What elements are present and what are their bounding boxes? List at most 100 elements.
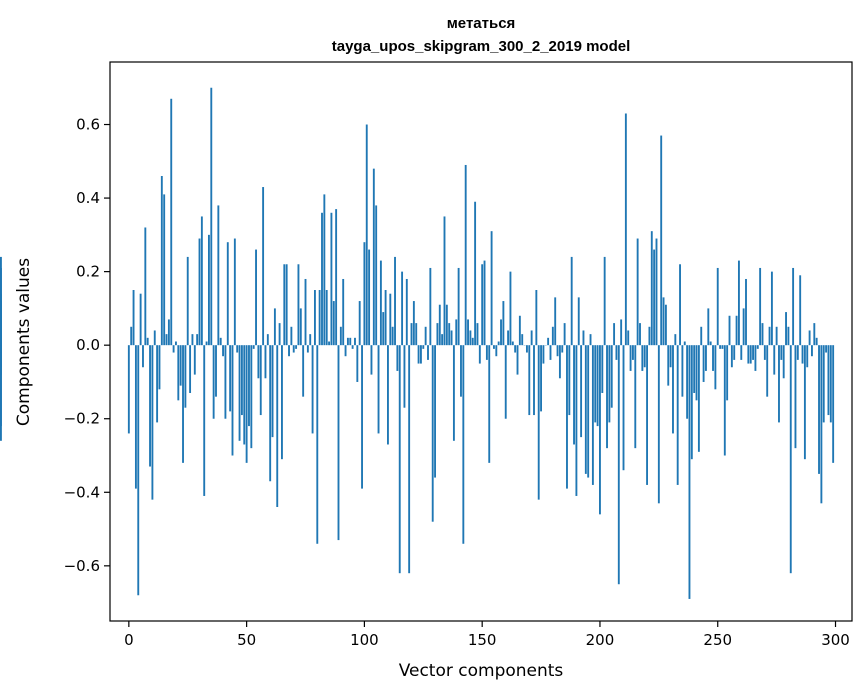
bar [234, 239, 236, 346]
bar [382, 312, 384, 345]
bar [484, 261, 486, 346]
bar [510, 272, 512, 346]
x-tick-label: 300 [821, 631, 850, 649]
bar [349, 338, 351, 345]
bar [262, 187, 264, 345]
bar [780, 345, 782, 360]
bar [425, 327, 427, 345]
bar [420, 345, 422, 363]
bar [154, 330, 156, 345]
bar [241, 345, 243, 415]
bar [217, 205, 219, 345]
bar [802, 345, 804, 363]
bar [326, 290, 328, 345]
bar [740, 345, 742, 360]
bar [196, 334, 198, 345]
bar [653, 250, 655, 346]
bar [316, 345, 318, 544]
bar [401, 272, 403, 346]
bar [338, 345, 340, 540]
bar [159, 345, 161, 389]
bar [533, 345, 535, 415]
y-axis-ticks: −0.6−0.4−0.20.00.20.40.6 [64, 116, 110, 575]
bar [703, 345, 705, 382]
bar [302, 345, 304, 396]
bar [726, 345, 728, 400]
bar [670, 345, 672, 367]
bar [290, 327, 292, 345]
bar [385, 290, 387, 345]
bar [276, 345, 278, 507]
bar [345, 345, 347, 356]
x-tick-label: 200 [586, 631, 615, 649]
bar [616, 345, 618, 360]
bar [404, 345, 406, 408]
bar [378, 345, 380, 433]
chart-title: метаться [447, 15, 516, 32]
bar [672, 345, 674, 433]
x-tick-label: 0 [124, 631, 134, 649]
bar [806, 345, 808, 367]
bar [479, 345, 481, 363]
bar [500, 319, 502, 345]
bar [557, 345, 559, 356]
bar [229, 345, 231, 411]
bar [224, 345, 226, 419]
bar [180, 345, 182, 385]
bar [133, 290, 135, 345]
bar [444, 216, 446, 345]
bar [625, 113, 627, 345]
bars-group [0, 88, 834, 599]
bar [194, 345, 196, 374]
bar [373, 169, 375, 346]
bar [283, 264, 285, 345]
bar [128, 345, 130, 433]
bar [427, 345, 429, 360]
bar [795, 345, 797, 448]
x-tick-label: 150 [468, 631, 497, 649]
bar [747, 345, 749, 363]
bar [632, 345, 634, 360]
x-tick-label: 50 [237, 631, 256, 649]
bar [585, 345, 587, 474]
bar [809, 330, 811, 345]
bar [797, 345, 799, 360]
bar [568, 345, 570, 415]
bar [714, 345, 716, 389]
bar [512, 342, 514, 346]
bar [495, 345, 497, 356]
bar [663, 297, 665, 345]
bar [342, 279, 344, 345]
bar [639, 323, 641, 345]
bar [168, 319, 170, 345]
bar [436, 323, 438, 345]
y-tick-label: −0.4 [64, 483, 100, 501]
bar [597, 345, 599, 426]
bar [502, 301, 504, 345]
bar [288, 345, 290, 356]
bar [422, 345, 424, 349]
bar [446, 305, 448, 345]
bar [206, 342, 208, 346]
bar [472, 338, 474, 345]
bar [566, 345, 568, 488]
bar [641, 345, 643, 371]
bar [130, 327, 132, 345]
bar [352, 345, 354, 349]
bar [375, 205, 377, 345]
bar [347, 338, 349, 345]
bar [260, 345, 262, 415]
bar [601, 345, 603, 393]
bar [380, 261, 382, 346]
bar [156, 345, 158, 422]
bar [163, 194, 165, 345]
bar [286, 264, 288, 345]
bar [396, 345, 398, 371]
bar [656, 239, 658, 346]
bar [250, 345, 252, 448]
bar [538, 345, 540, 499]
bar [627, 330, 629, 345]
bar [531, 330, 533, 345]
bar [550, 345, 552, 360]
bar [201, 216, 203, 345]
